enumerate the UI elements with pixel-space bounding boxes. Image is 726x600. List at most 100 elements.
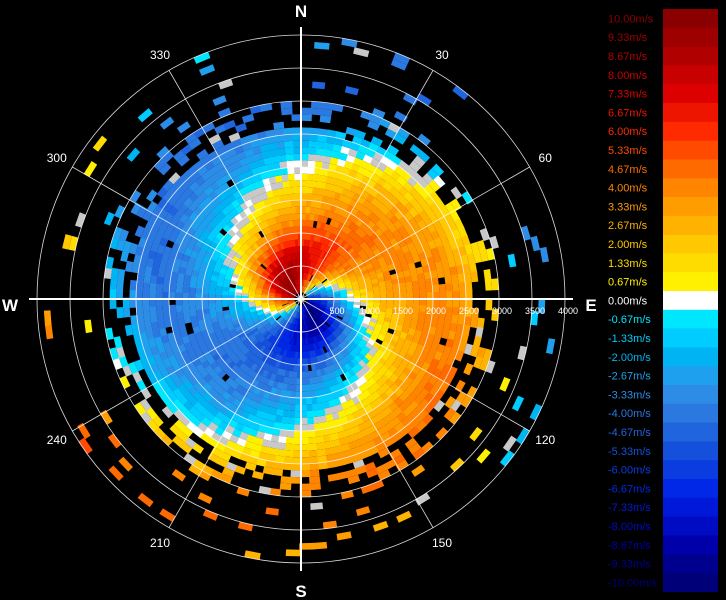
velocity-bin	[250, 312, 258, 318]
velocity-bin	[333, 137, 345, 147]
velocity-bin	[275, 202, 283, 210]
velocity-bin	[266, 190, 275, 199]
velocity-bin	[333, 354, 341, 363]
velocity-bin	[323, 407, 332, 416]
velocity-bin	[436, 227, 447, 239]
velocity-bin	[234, 265, 243, 273]
velocity-bin	[251, 315, 259, 321]
velocity-bin	[278, 154, 288, 163]
velocity-bin	[254, 249, 262, 257]
velocity-bin	[340, 365, 348, 374]
velocity-bin	[262, 271, 270, 278]
velocity-bin	[182, 291, 189, 299]
velocity-bin	[408, 160, 422, 173]
velocity-bin	[377, 276, 386, 284]
velocity-bin	[291, 239, 296, 247]
velocity-bin	[340, 291, 347, 296]
velocity-bin	[309, 260, 314, 268]
velocity-bin	[226, 240, 235, 249]
velocity-bin	[338, 152, 349, 162]
velocity-bin	[316, 235, 322, 243]
velocity-bin	[306, 324, 310, 332]
velocity-bin	[343, 277, 351, 283]
velocity-bin	[367, 120, 381, 131]
velocity-bin	[306, 290, 312, 296]
velocity-bin	[454, 256, 463, 268]
velocity-bin	[142, 297, 150, 308]
velocity-bin	[346, 306, 354, 311]
velocity-bin	[304, 318, 308, 325]
velocity-bin	[305, 273, 309, 280]
velocity-bin	[184, 132, 198, 145]
velocity-bin	[378, 365, 389, 375]
colorbar-swatch	[663, 197, 718, 217]
velocity-bin	[183, 453, 197, 466]
velocity-bin	[112, 226, 123, 240]
velocity-bin	[286, 284, 293, 290]
velocity-bin	[282, 248, 288, 256]
velocity-bin	[313, 291, 320, 296]
velocity-bin	[152, 352, 163, 364]
velocity-bin	[270, 308, 277, 313]
velocity-bin	[449, 457, 465, 472]
velocity-bin	[195, 308, 204, 316]
velocity-bin	[479, 228, 490, 242]
velocity-bin	[538, 299, 546, 314]
velocity-bin	[306, 302, 313, 307]
velocity-bin	[256, 130, 268, 140]
velocity-bin	[432, 254, 442, 265]
velocity-bin	[417, 272, 425, 282]
velocity-bin	[293, 358, 298, 365]
velocity-bin	[262, 243, 269, 251]
colorbar-label: 8.67m/s	[608, 51, 648, 63]
velocity-bin	[333, 329, 341, 337]
velocity-bin	[245, 434, 257, 444]
velocity-bin	[225, 376, 235, 387]
velocity-bin	[204, 317, 212, 325]
velocity-bin	[254, 232, 262, 241]
velocity-bin	[310, 336, 316, 344]
velocity-bin	[166, 332, 176, 342]
velocity-bin	[143, 273, 152, 284]
velocity-bin	[147, 337, 157, 348]
velocity-bin	[278, 283, 286, 289]
velocity-bin	[249, 266, 257, 273]
velocity-bin	[359, 252, 368, 260]
velocity-bin	[308, 140, 319, 149]
velocity-bin	[292, 288, 297, 295]
velocity-bin	[250, 362, 258, 371]
velocity-bin	[322, 331, 329, 338]
velocity-bin	[299, 450, 310, 458]
velocity-bin	[290, 290, 296, 296]
velocity-bin	[413, 299, 420, 307]
velocity-bin	[305, 397, 313, 405]
velocity-bin	[215, 289, 223, 295]
velocity-bin	[265, 419, 275, 429]
velocity-bin	[252, 242, 260, 250]
velocity-bin	[284, 443, 294, 451]
velocity-bin	[268, 326, 275, 334]
velocity-bin	[364, 237, 374, 246]
velocity-bin	[279, 348, 285, 356]
velocity-bin	[463, 343, 474, 356]
velocity-bin	[239, 156, 250, 167]
velocity-bin	[305, 280, 310, 287]
colorbar-label: -9.33m/s	[608, 559, 651, 571]
velocity-bin	[316, 455, 327, 464]
velocity-bin	[288, 260, 293, 268]
velocity-bin	[279, 161, 289, 169]
velocity-bin	[491, 278, 499, 291]
velocity-bin	[263, 156, 274, 166]
velocity-bin	[335, 165, 345, 174]
velocity-bin	[346, 352, 354, 361]
velocity-bin	[485, 247, 495, 261]
velocity-bin	[245, 259, 254, 267]
velocity-bin	[320, 394, 329, 403]
velocity-bin	[326, 254, 333, 262]
velocity-bin	[419, 305, 427, 313]
velocity-bin	[306, 266, 310, 274]
colorbar-label: -2.67m/s	[608, 371, 651, 383]
velocity-bin	[133, 253, 142, 265]
velocity-bin	[407, 262, 416, 271]
velocity-bin	[274, 299, 282, 302]
